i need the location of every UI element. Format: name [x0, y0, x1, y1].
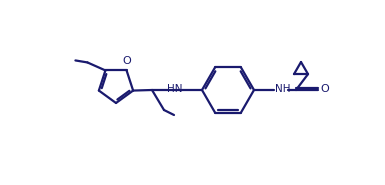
Text: O: O	[320, 83, 329, 93]
Text: NH: NH	[275, 84, 291, 94]
Text: HN: HN	[167, 84, 182, 94]
Text: O: O	[122, 56, 131, 66]
